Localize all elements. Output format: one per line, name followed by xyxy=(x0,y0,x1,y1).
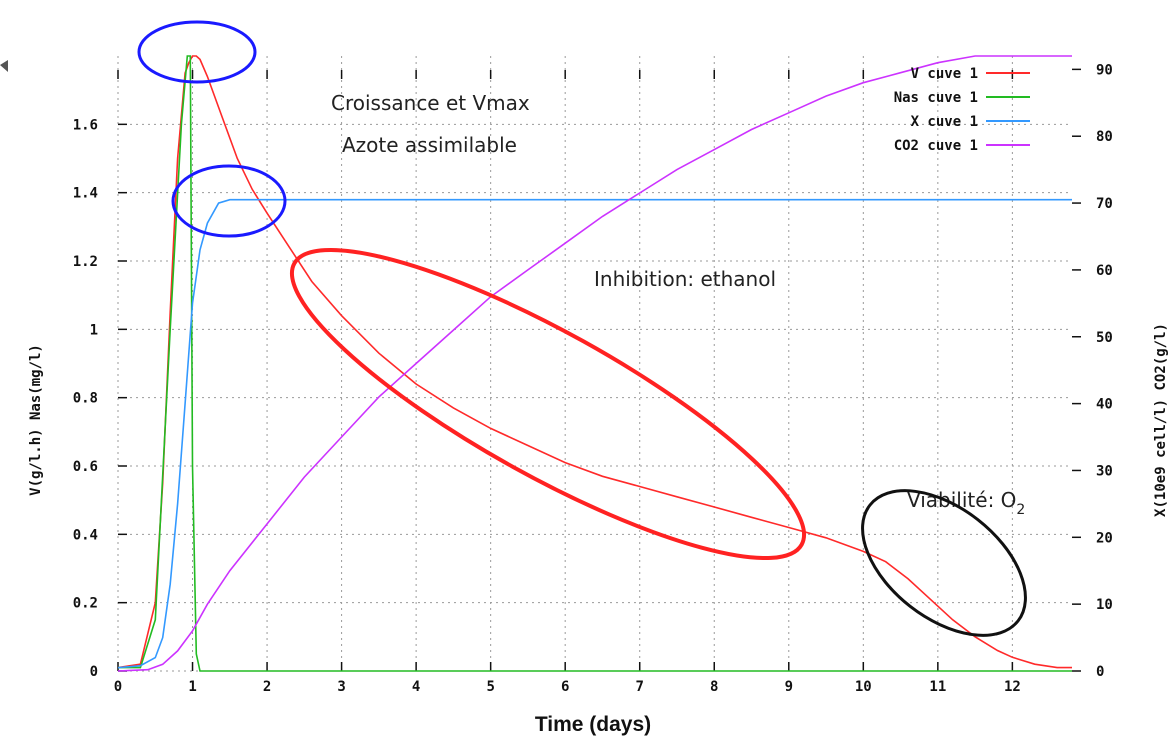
legend-label: CO2 cuve 1 xyxy=(894,138,978,154)
x-tick-label: 9 xyxy=(785,679,793,695)
series-line-nas-cuve-1 xyxy=(118,55,1072,672)
y-right-tick-label: 10 xyxy=(1096,597,1113,613)
x-axis-title: Time (days) xyxy=(535,713,651,736)
annotation-viability-sub: 2 xyxy=(1016,502,1025,518)
y-right-tick-label: 70 xyxy=(1096,196,1113,212)
y-left-tick-label: 0.4 xyxy=(73,527,98,543)
legend-label: Nas cuve 1 xyxy=(894,90,978,106)
x-tick-label: 3 xyxy=(337,679,345,695)
tick-layer: 0 1 2 3 4 5 6 7 8 9 10 11 1200.20.40.60.811.21.41.60… xyxy=(73,62,1113,695)
y-right-tick-label: 90 xyxy=(1096,62,1113,78)
y-left-tick-label: 0 xyxy=(90,664,98,680)
highlight-ellipse-inhibition xyxy=(289,247,807,561)
y-left-tick-label: 1 xyxy=(90,322,98,338)
y-right-tick-label: 20 xyxy=(1096,530,1113,546)
y-right-tick-label: 50 xyxy=(1096,330,1113,346)
series-line-v-cuve-1 xyxy=(117,55,1072,669)
y-right-axis-title: X(10e9 cell/l) CO2(g/l) xyxy=(1153,323,1169,517)
y-right-tick-label: 0 xyxy=(1096,664,1104,680)
y-left-tick-label: 1.6 xyxy=(73,117,98,133)
x-tick-label: 0 xyxy=(114,679,122,695)
x-tick-label: 12 xyxy=(1004,679,1021,695)
highlight-ellipse-x-plateau xyxy=(171,164,287,238)
x-tick-label: 5 xyxy=(486,679,494,695)
x-tick-label: 8 xyxy=(710,679,718,695)
x-tick-label: 6 xyxy=(561,679,569,695)
y-right-tick-label: 80 xyxy=(1096,129,1113,145)
y-left-tick-label: 0.6 xyxy=(73,459,98,475)
edge-arrow-icon xyxy=(0,60,8,72)
highlight-ellipse-viability xyxy=(861,489,1027,637)
highlight-ellipse-v-peak xyxy=(137,20,257,84)
y-left-tick-label: 0.2 xyxy=(73,596,98,612)
y-right-tick-label: 40 xyxy=(1096,397,1113,413)
annotation-inhibition: Inhibition: ethanol xyxy=(594,267,776,291)
legend: V cuve 1 Nas cuve 1 X cuve 1 CO2 cuve 1 xyxy=(894,66,1030,154)
annotation-growth-line2: Azote assimilable xyxy=(342,133,517,157)
y-right-tick-label: 60 xyxy=(1096,263,1113,279)
y-left-tick-label: 1.2 xyxy=(73,254,98,270)
legend-label: X cuve 1 xyxy=(911,114,978,130)
x-tick-label: 7 xyxy=(636,679,644,695)
series-layer xyxy=(117,55,1072,672)
x-tick-label: 2 xyxy=(263,679,271,695)
x-tick-label: 11 xyxy=(929,679,946,695)
x-tick-label: 10 xyxy=(855,679,872,695)
x-tick-label: 1 xyxy=(188,679,196,695)
y-left-tick-label: 1.4 xyxy=(73,186,98,202)
y-right-tick-label: 30 xyxy=(1096,463,1113,479)
annotation-growth-line1: Croissance et Vmax xyxy=(331,91,530,115)
series-line-x-cuve-1 xyxy=(117,198,1072,669)
y-left-tick-label: 0.8 xyxy=(73,391,98,407)
legend-label: V cuve 1 xyxy=(911,66,978,82)
x-tick-label: 4 xyxy=(412,679,420,695)
y-left-axis-title: V(g/l.h) Nas(mg/l) xyxy=(28,344,44,496)
series-line-co2-cuve-1 xyxy=(117,55,1072,672)
